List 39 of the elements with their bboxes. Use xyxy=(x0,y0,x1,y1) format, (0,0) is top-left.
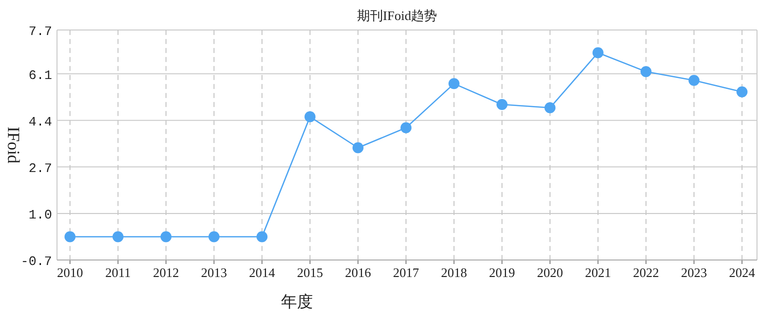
point xyxy=(448,78,460,90)
x-tick-label: 2014 xyxy=(249,265,276,280)
point xyxy=(544,102,556,114)
y-tick-label: 7.7 xyxy=(28,24,52,39)
x-tick-label: 2016 xyxy=(345,265,372,280)
x-tick-label: 2024 xyxy=(729,265,756,280)
point xyxy=(160,231,172,242)
x-tick-label: 2022 xyxy=(633,265,659,280)
point xyxy=(496,98,508,110)
x-tick-label: 2013 xyxy=(201,265,227,280)
point xyxy=(256,231,268,242)
y-tick-label: 1.0 xyxy=(28,207,52,222)
point xyxy=(400,122,412,134)
point xyxy=(592,47,604,58)
point xyxy=(640,66,652,78)
point xyxy=(352,142,364,154)
chart-title: 期刊IFoid趋势 xyxy=(356,8,438,23)
x-tick-label: 2018 xyxy=(441,265,467,280)
x-tick-label: 2012 xyxy=(153,265,179,280)
y-tick-label: 4.4 xyxy=(28,114,52,130)
y-axis-title: IFoid xyxy=(4,126,23,164)
point xyxy=(304,111,316,122)
x-tick-label: 2019 xyxy=(489,265,515,280)
point xyxy=(736,86,748,98)
x-tick-label: 2015 xyxy=(297,265,323,280)
x-tick-label: 2017 xyxy=(393,265,420,280)
x-tick-label: 2020 xyxy=(537,265,563,280)
y-tick-label: 6.1 xyxy=(28,68,52,83)
point xyxy=(64,231,76,242)
x-tick-label: 2011 xyxy=(105,265,131,280)
point xyxy=(688,74,700,86)
x-tick-label: 2023 xyxy=(681,265,707,280)
x-tick-label: 2021 xyxy=(585,265,611,280)
point xyxy=(208,231,220,242)
x-tick-label: 2010 xyxy=(57,265,83,280)
point xyxy=(112,231,124,242)
y-tick-label: 2.7 xyxy=(28,160,52,176)
x-axis-title: 年度 xyxy=(281,293,313,311)
y-tick-label: -0.7 xyxy=(20,254,52,269)
